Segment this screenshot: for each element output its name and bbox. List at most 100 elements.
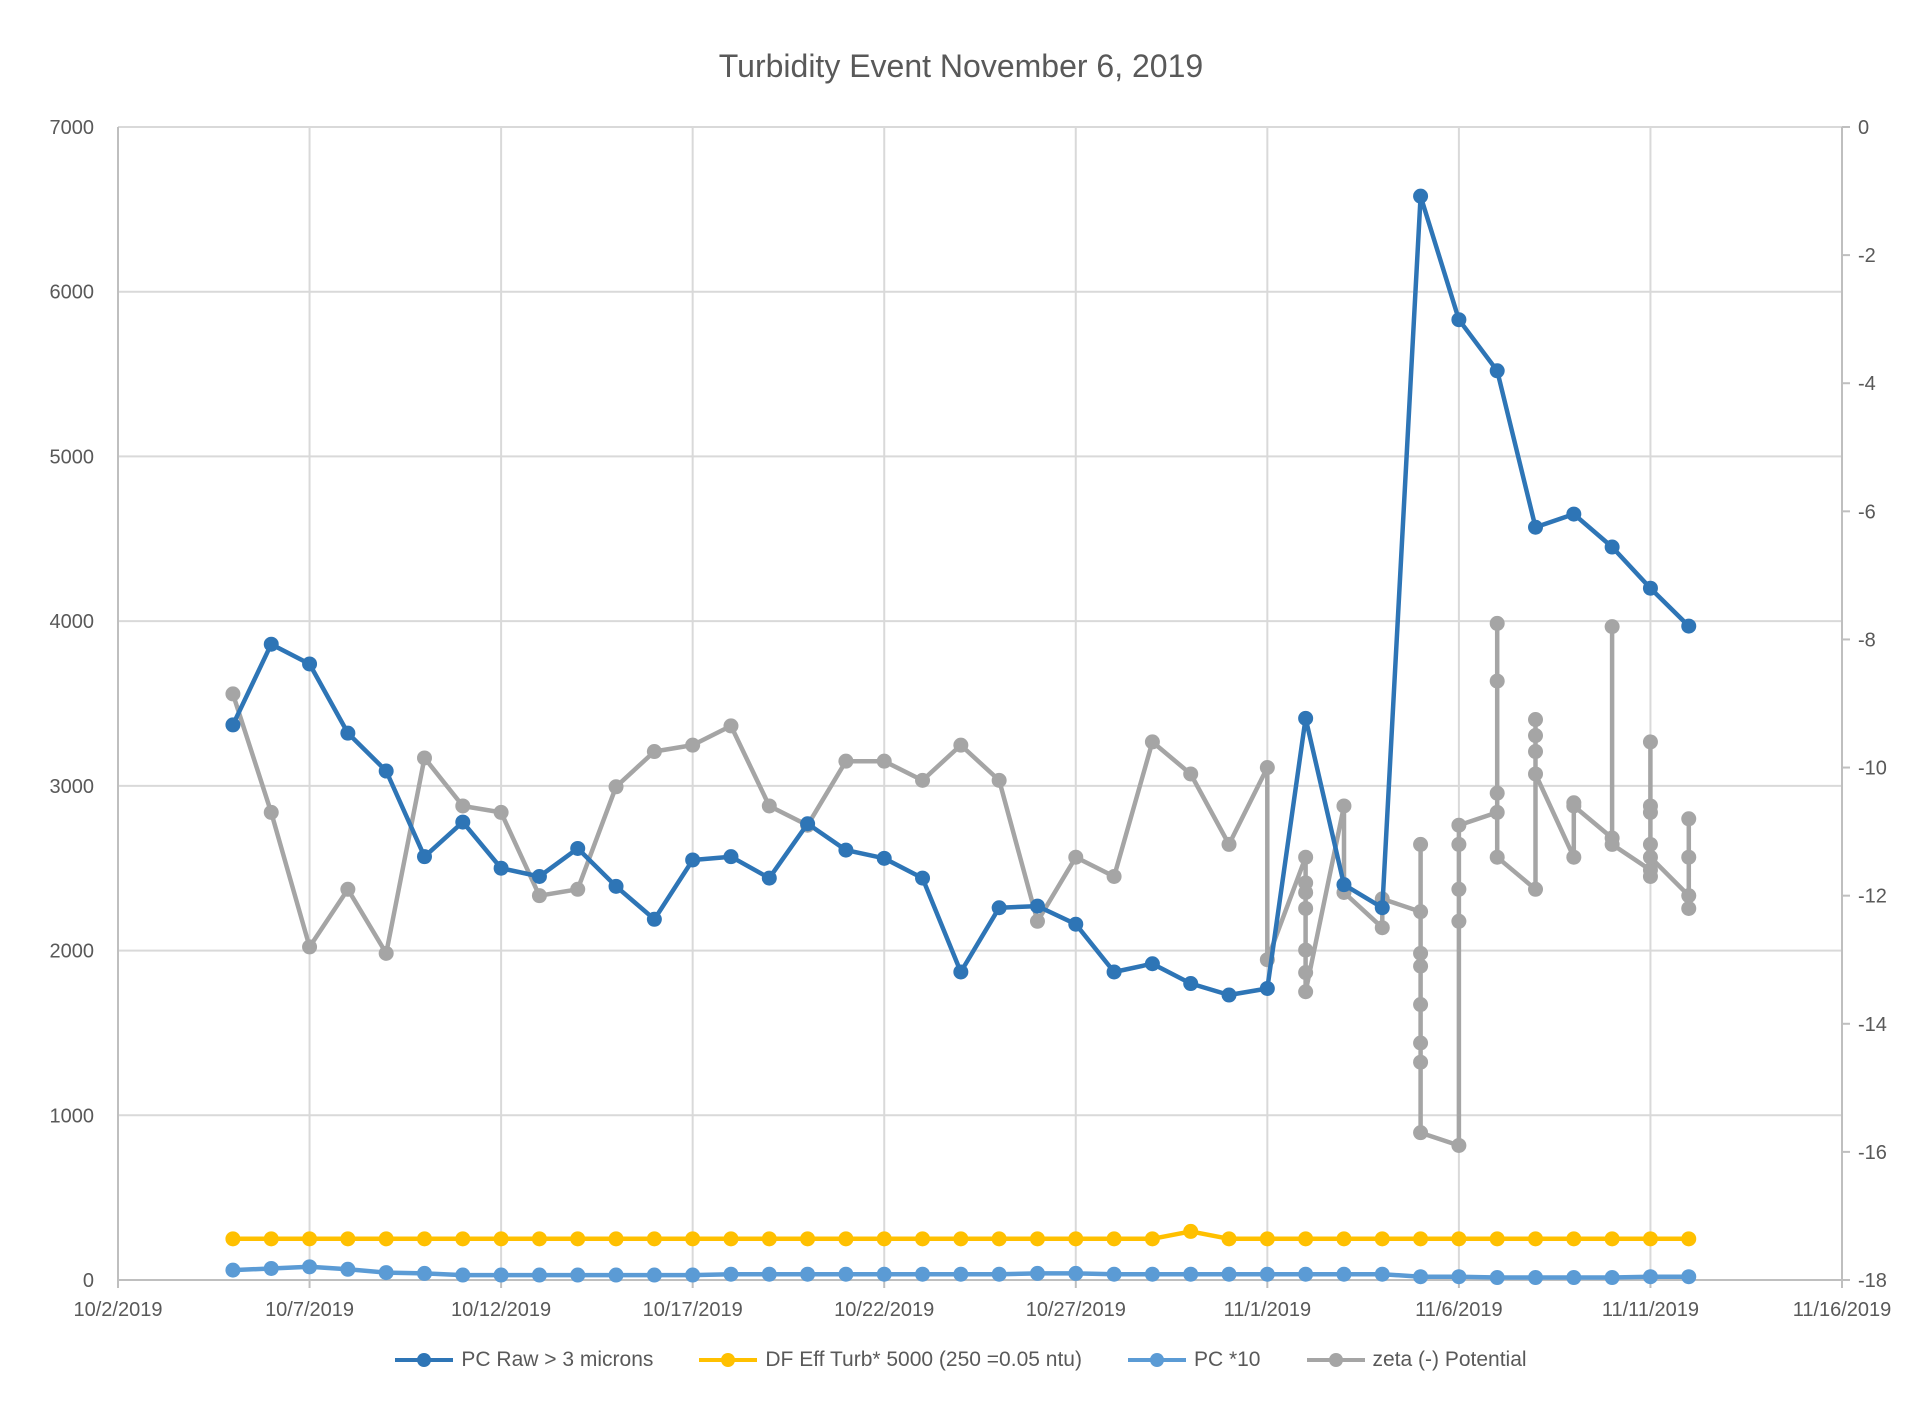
data-point-df_eff[interactable]	[761, 1231, 777, 1247]
data-point-zeta[interactable]	[302, 939, 318, 955]
data-point-pc_raw[interactable]	[225, 717, 241, 733]
data-point-zeta[interactable]	[340, 881, 356, 897]
data-point-pc_raw[interactable]	[685, 852, 701, 868]
data-point-pc_raw[interactable]	[570, 840, 586, 856]
data-point-zeta[interactable]	[991, 772, 1007, 788]
data-point-pc10[interactable]	[953, 1266, 969, 1282]
data-point-pc_raw[interactable]	[1681, 618, 1697, 634]
data-point-df_eff[interactable]	[1451, 1231, 1467, 1247]
data-point-zeta[interactable]	[225, 686, 241, 702]
data-point-pc_raw[interactable]	[1298, 710, 1314, 726]
data-point-zeta[interactable]	[1413, 1125, 1429, 1141]
data-point-pc_raw[interactable]	[991, 900, 1007, 916]
data-point-pc10[interactable]	[1528, 1270, 1544, 1286]
data-point-pc10[interactable]	[1336, 1266, 1352, 1282]
data-point-zeta[interactable]	[1413, 958, 1429, 974]
data-point-df_eff[interactable]	[455, 1231, 471, 1247]
data-point-pc_raw[interactable]	[800, 816, 816, 832]
data-point-zeta[interactable]	[1298, 942, 1314, 958]
data-point-pc10[interactable]	[531, 1267, 547, 1283]
data-point-df_eff[interactable]	[378, 1231, 394, 1247]
data-point-pc_raw[interactable]	[876, 850, 892, 866]
data-point-zeta[interactable]	[915, 772, 931, 788]
data-point-df_eff[interactable]	[263, 1231, 279, 1247]
data-point-df_eff[interactable]	[1528, 1231, 1544, 1247]
data-point-zeta[interactable]	[1489, 615, 1505, 631]
data-point-df_eff[interactable]	[646, 1231, 662, 1247]
data-point-zeta[interactable]	[1451, 836, 1467, 852]
data-point-zeta[interactable]	[1489, 849, 1505, 865]
data-point-zeta[interactable]	[455, 798, 471, 814]
data-point-pc10[interactable]	[876, 1266, 892, 1282]
data-point-zeta[interactable]	[1298, 984, 1314, 1000]
data-point-pc10[interactable]	[685, 1267, 701, 1283]
data-point-df_eff[interactable]	[1298, 1231, 1314, 1247]
data-point-df_eff[interactable]	[685, 1231, 701, 1247]
data-point-pc10[interactable]	[838, 1266, 854, 1282]
data-point-zeta[interactable]	[1681, 888, 1697, 904]
data-point-zeta[interactable]	[493, 804, 509, 820]
data-point-pc10[interactable]	[800, 1266, 816, 1282]
data-point-zeta[interactable]	[1413, 904, 1429, 920]
data-point-zeta[interactable]	[1451, 881, 1467, 897]
data-point-pc10[interactable]	[302, 1259, 318, 1275]
data-point-zeta[interactable]	[1681, 811, 1697, 827]
data-point-pc_raw[interactable]	[1489, 363, 1505, 379]
data-point-df_eff[interactable]	[340, 1231, 356, 1247]
data-point-pc10[interactable]	[646, 1267, 662, 1283]
data-point-pc_raw[interactable]	[1144, 956, 1160, 972]
data-point-pc_raw[interactable]	[608, 878, 624, 894]
data-point-df_eff[interactable]	[1259, 1231, 1275, 1247]
data-point-pc10[interactable]	[493, 1267, 509, 1283]
data-point-pc_raw[interactable]	[1221, 987, 1237, 1003]
data-point-zeta[interactable]	[531, 888, 547, 904]
data-point-zeta[interactable]	[1336, 798, 1352, 814]
data-point-zeta[interactable]	[570, 881, 586, 897]
data-point-zeta[interactable]	[1489, 785, 1505, 801]
legend-item-df-eff[interactable]: DF Eff Turb* 5000 (250 =0.05 ntu)	[699, 1348, 1082, 1372]
legend-item-pc10[interactable]: PC *10	[1127, 1348, 1261, 1372]
data-point-zeta[interactable]	[1642, 734, 1658, 750]
data-point-zeta[interactable]	[263, 804, 279, 820]
data-point-pc_raw[interactable]	[378, 763, 394, 779]
data-point-zeta[interactable]	[1144, 734, 1160, 750]
data-point-pc_raw[interactable]	[340, 725, 356, 741]
data-point-zeta[interactable]	[1413, 945, 1429, 961]
data-point-zeta[interactable]	[1566, 849, 1582, 865]
data-point-pc_raw[interactable]	[723, 849, 739, 865]
data-point-df_eff[interactable]	[1642, 1231, 1658, 1247]
data-point-zeta[interactable]	[1451, 913, 1467, 929]
data-point-pc10[interactable]	[1106, 1266, 1122, 1282]
data-point-df_eff[interactable]	[1336, 1231, 1352, 1247]
data-point-df_eff[interactable]	[1566, 1231, 1582, 1247]
data-point-zeta[interactable]	[1642, 804, 1658, 820]
data-point-pc_raw[interactable]	[1259, 980, 1275, 996]
data-point-pc_raw[interactable]	[531, 868, 547, 884]
data-point-pc10[interactable]	[1298, 1266, 1314, 1282]
data-point-pc10[interactable]	[1221, 1266, 1237, 1282]
data-point-zeta[interactable]	[1528, 728, 1544, 744]
data-point-zeta[interactable]	[723, 718, 739, 734]
data-point-pc10[interactable]	[1144, 1266, 1160, 1282]
data-point-zeta[interactable]	[1298, 900, 1314, 916]
data-point-zeta[interactable]	[1221, 836, 1237, 852]
data-point-pc_raw[interactable]	[838, 842, 854, 858]
data-point-df_eff[interactable]	[493, 1231, 509, 1247]
data-point-zeta[interactable]	[1413, 997, 1429, 1013]
data-point-pc10[interactable]	[225, 1262, 241, 1278]
data-point-zeta[interactable]	[1489, 673, 1505, 689]
data-point-df_eff[interactable]	[1068, 1231, 1084, 1247]
data-point-zeta[interactable]	[378, 945, 394, 961]
data-point-zeta[interactable]	[608, 779, 624, 795]
data-point-zeta[interactable]	[1451, 817, 1467, 833]
data-point-df_eff[interactable]	[953, 1231, 969, 1247]
data-point-pc10[interactable]	[1068, 1265, 1084, 1281]
data-point-df_eff[interactable]	[225, 1231, 241, 1247]
data-point-zeta[interactable]	[1528, 712, 1544, 728]
data-point-zeta[interactable]	[1681, 900, 1697, 916]
data-point-df_eff[interactable]	[1106, 1231, 1122, 1247]
data-point-df_eff[interactable]	[1374, 1231, 1390, 1247]
data-point-zeta[interactable]	[1298, 849, 1314, 865]
data-point-pc10[interactable]	[263, 1260, 279, 1276]
data-point-pc10[interactable]	[455, 1267, 471, 1283]
